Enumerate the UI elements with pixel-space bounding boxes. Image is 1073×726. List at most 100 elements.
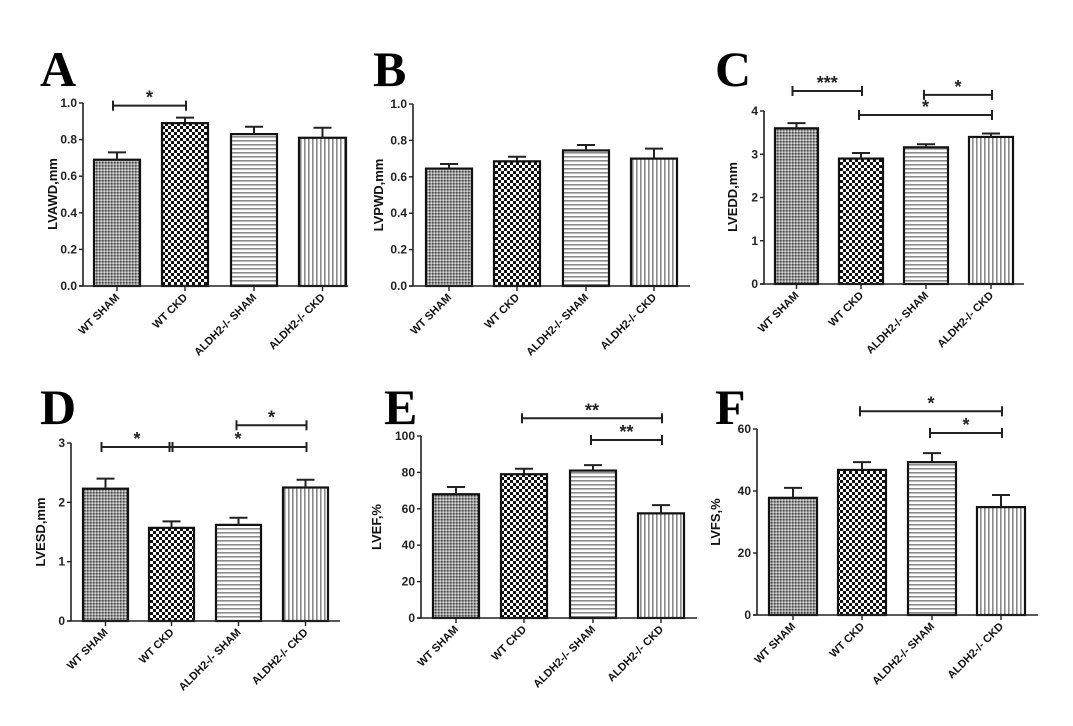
x-category-label: ALDH2-/- SHAM [192, 292, 259, 359]
error-bar [652, 504, 670, 514]
panel-letter: C [715, 41, 751, 97]
x-category-label: WT SHAM [415, 624, 461, 670]
x-category-label: WT SHAM [76, 292, 122, 338]
bar-aldh2-ckd [281, 486, 330, 623]
y-tick-label: 0 [744, 608, 751, 622]
y-tick-label: 80 [402, 465, 416, 479]
significance-bracket: * [235, 407, 308, 431]
y-tick-label: 2 [751, 191, 758, 205]
y-axis-title: LVEF,% [369, 504, 384, 550]
x-category-label: WT CKD [828, 621, 868, 661]
y-tick-label: 60 [738, 422, 752, 436]
panel-f-lvfs: F LVFS,% 0 20 40 60 WT SHAM WT CKD ALDH2-/- SH… [708, 379, 1038, 687]
error-bar [440, 163, 458, 169]
significance-label: * [962, 415, 969, 435]
x-category-label: WT CKD [483, 292, 523, 332]
error-bar [162, 520, 181, 528]
error-bar [229, 516, 248, 525]
x-category-label: ALDH2-/- SHAM [524, 292, 591, 359]
bar-aldh2-sham [561, 149, 611, 288]
bar-aldh2-sham [214, 523, 263, 623]
error-bar [577, 143, 595, 151]
x-category-label: ALDH2-/- CKD [250, 627, 311, 688]
bar-wt-sham [431, 493, 481, 620]
significance-bracket: * [168, 429, 308, 452]
significance-label: * [927, 393, 934, 413]
y-axis-title: LVESD,mm [33, 497, 48, 566]
significance-label: * [133, 429, 140, 449]
bar-wt-ckd [837, 157, 885, 286]
panel-letter: A [40, 41, 76, 97]
y-tick-label: 0.4 [390, 206, 407, 220]
x-category-label: WT CKD [137, 627, 177, 667]
error-bar [917, 143, 935, 148]
bar-wt-ckd [160, 122, 210, 288]
panel-letter: B [373, 41, 406, 97]
error-bar [787, 122, 806, 129]
y-tick-label: 0.6 [390, 170, 407, 184]
error-bar [447, 485, 465, 495]
significance-label: * [922, 97, 929, 117]
error-bar [515, 467, 533, 475]
bar-aldh2-sham [568, 469, 618, 620]
x-category-label: WT SHAM [756, 290, 802, 336]
x-category-label: WT SHAM [408, 292, 454, 338]
y-tick-label: 1 [751, 234, 758, 248]
panel-b-lvpwd: B LVPWD,mm 0.0 0.2 0.4 0.6 0.8 1.0 WT SHAM WT C… [371, 41, 690, 358]
y-tick-label: 0.0 [390, 279, 407, 293]
bar-aldh2-ckd [975, 506, 1027, 617]
bar-wt-sham [92, 158, 142, 288]
error-bar [313, 126, 332, 138]
y-tick-label: 0.0 [60, 279, 77, 293]
y-tick-label: 0.8 [60, 133, 77, 147]
y-tick-label: 0 [408, 611, 415, 625]
x-category-label: ALDH2-/- CKD [267, 292, 328, 353]
significance-bracket: * [859, 393, 1003, 417]
significance-bracket: * [112, 88, 187, 111]
bar-aldh2-ckd [629, 157, 679, 288]
error-bar [852, 151, 870, 159]
significance-label: *** [817, 73, 838, 93]
error-bar [992, 494, 1010, 508]
y-tick-label: 100 [395, 429, 415, 443]
significance-bracket: * [858, 97, 993, 120]
y-tick-label: 1.0 [390, 97, 407, 111]
bar-wt-ckd [836, 468, 888, 617]
y-axis-title: LVEDD,mm [725, 162, 740, 232]
bar-wt-ckd [499, 473, 549, 620]
y-tick-label: 3 [751, 147, 758, 161]
y-tick-label: 0.8 [390, 133, 407, 147]
y-tick-label: 20 [738, 546, 752, 560]
error-bar [584, 464, 602, 471]
panel-d-lvesd: D LVESD,mm 0 1 2 3 WT SHAM WT CKD ALDH2-/- SHA… [33, 379, 340, 693]
y-tick-label: 60 [402, 502, 416, 516]
significance-label: ** [585, 400, 599, 420]
y-tick-label: 40 [738, 484, 752, 498]
bar-wt-sham [767, 496, 819, 617]
x-category-label: WT SHAM [752, 621, 798, 667]
significance-label: * [146, 88, 153, 108]
y-tick-label: 1 [58, 555, 65, 569]
bar-wt-sham [424, 167, 474, 288]
bar-aldh2-sham [906, 461, 958, 617]
bar-wt-ckd [147, 526, 196, 623]
bar-aldh2-ckd [967, 135, 1015, 286]
y-tick-label: 0 [58, 614, 65, 628]
bar-aldh2-sham [229, 133, 279, 288]
x-category-label: ALDH2-/- CKD [598, 292, 659, 353]
bar-wt-sham [81, 487, 130, 623]
error-bar [853, 461, 871, 470]
bar-aldh2-sham [902, 146, 950, 286]
y-tick-label: 1.0 [60, 96, 77, 110]
y-axis-title: LVAWD,mm [45, 158, 60, 230]
x-category-label: ALDH2-/- SHAM [864, 290, 931, 357]
significance-bracket: ** [521, 400, 663, 424]
error-bar [645, 147, 663, 159]
error-bar [982, 132, 1000, 137]
error-bar [784, 486, 802, 498]
error-bar [245, 125, 263, 135]
significance-bracket: * [923, 77, 993, 100]
